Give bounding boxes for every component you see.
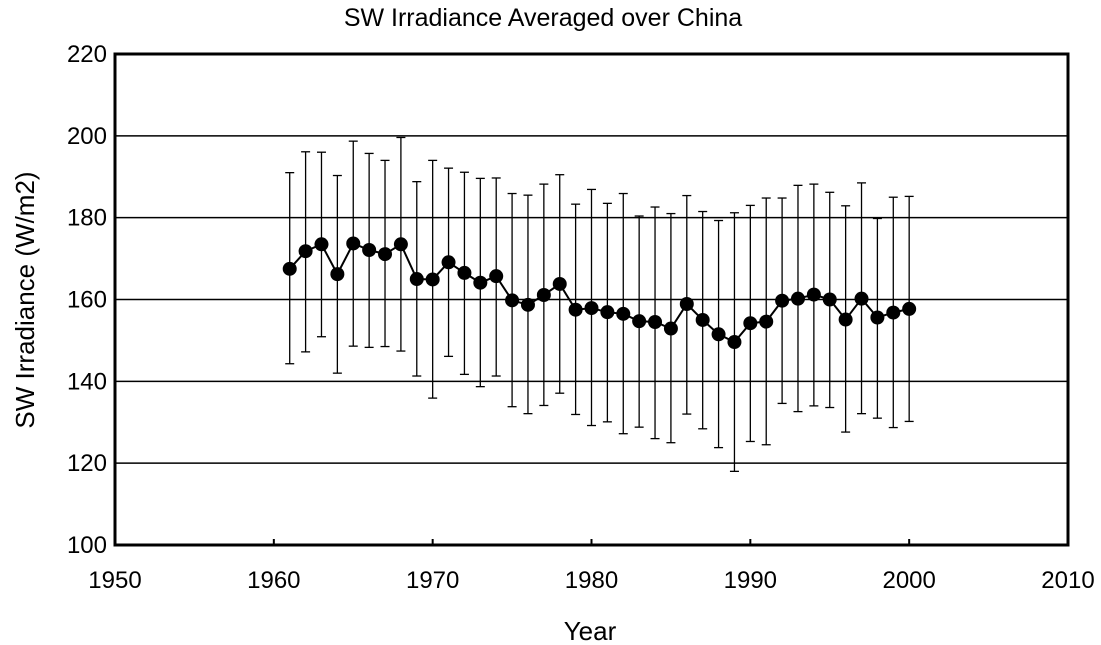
x-tick-label: 1980: [565, 567, 618, 594]
data-point: [330, 267, 345, 282]
data-points: [282, 236, 917, 350]
x-tick-label: 2000: [882, 567, 935, 594]
data-point: [600, 305, 615, 320]
y-tick-label: 140: [67, 368, 107, 395]
data-point: [505, 293, 520, 308]
chart-title: SW Irradiance Averaged over China: [344, 4, 742, 32]
data-point: [489, 269, 504, 284]
data-point: [520, 297, 535, 312]
data-point: [870, 310, 885, 325]
data-point: [425, 272, 440, 287]
y-axis-title: SW Irradiance (W/m2): [10, 171, 40, 428]
data-point: [616, 306, 631, 321]
data-point: [409, 272, 424, 287]
data-point: [790, 291, 805, 306]
data-point: [584, 301, 599, 316]
data-point: [663, 321, 678, 336]
data-point: [743, 316, 758, 331]
data-point: [393, 237, 408, 252]
data-point: [441, 255, 456, 270]
y-tick-label: 180: [67, 205, 107, 232]
data-point: [679, 297, 694, 312]
data-point: [282, 261, 297, 276]
data-point: [632, 314, 647, 329]
data-point: [902, 301, 917, 316]
error-bars: [285, 136, 914, 473]
y-tick-label: 200: [67, 123, 107, 150]
series-line-group: [288, 242, 910, 344]
data-point: [536, 287, 551, 302]
data-point: [314, 237, 329, 252]
data-point: [457, 265, 472, 280]
data-point: [346, 236, 361, 251]
x-tick-label: 1970: [406, 567, 459, 594]
data-point: [552, 276, 567, 291]
axis-ticks: 100 120 140 160 180 200 220 1950 1960 1970 1980 199…: [67, 41, 1095, 594]
x-tick-label: 1950: [88, 567, 141, 594]
data-point: [822, 292, 837, 307]
data-point: [775, 293, 790, 308]
y-tick-label: 120: [67, 450, 107, 477]
data-point: [727, 335, 742, 350]
data-point: [568, 302, 583, 317]
data-point: [838, 312, 853, 327]
data-point: [711, 327, 726, 342]
data-point: [886, 305, 901, 320]
series-line: [288, 242, 910, 344]
data-point: [695, 312, 710, 327]
data-point: [759, 314, 774, 329]
x-tick-label: 2010: [1041, 567, 1094, 594]
x-tick-label: 1990: [724, 567, 777, 594]
x-tick-label: 1960: [247, 567, 300, 594]
y-tick-label: 100: [67, 532, 107, 559]
x-axis-title: Year: [564, 616, 617, 645]
data-point: [362, 242, 377, 257]
data-point: [854, 291, 869, 306]
data-point: [806, 287, 821, 302]
data-point: [298, 244, 313, 259]
data-point: [648, 315, 663, 330]
data-point: [378, 247, 393, 262]
data-point: [473, 275, 488, 290]
y-tick-label: 160: [67, 287, 107, 314]
y-tick-label: 220: [67, 41, 107, 68]
plot-frame: [113, 52, 1070, 547]
